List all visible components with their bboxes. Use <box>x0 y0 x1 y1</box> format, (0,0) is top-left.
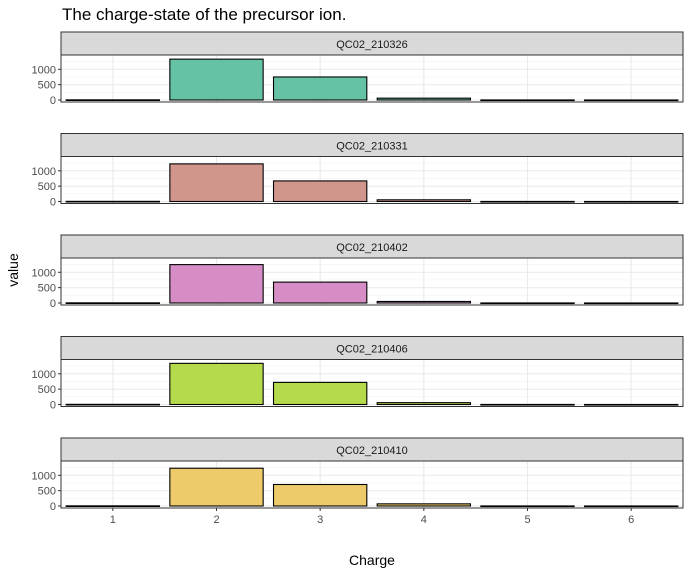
bar-QC02_210326-charge-6 <box>583 99 679 102</box>
panel-border <box>60 257 684 306</box>
y-tick-label: 1000 <box>32 369 56 381</box>
facet-strip-label: QC02_210410 <box>336 445 408 457</box>
y-tick-label: 500 <box>38 181 56 193</box>
bar-QC02_210406-charge-5 <box>480 403 575 406</box>
facet-QC02_210331: QC02_210331 0 500 1000 <box>32 133 684 209</box>
facet-QC02_210326: QC02_210326 0 500 1000 <box>32 31 684 107</box>
panel-background <box>61 156 683 204</box>
y-tick-label: 0 <box>50 298 56 310</box>
chart-title: The charge-state of the precursor ion. <box>62 5 346 24</box>
x-tick-label: 3 <box>317 514 323 526</box>
panel-background <box>61 258 683 305</box>
bar-QC02_210326-charge-3 <box>272 76 368 101</box>
bar-QC02_210410-charge-3 <box>272 483 368 507</box>
facet-QC02_210402: QC02_210402 0 500 1000 <box>32 234 684 310</box>
y-tick-label: 0 <box>50 400 56 412</box>
y-tick-label: 1000 <box>32 64 56 76</box>
facet-strip-label: QC02_210326 <box>336 39 408 51</box>
y-tick-label: 1000 <box>32 166 56 178</box>
bar-QC02_210402-charge-6 <box>583 302 679 305</box>
bar-QC02_210331-charge-2 <box>169 163 264 203</box>
facet-strip-label: QC02_210402 <box>336 242 408 254</box>
y-tick-label: 0 <box>50 501 56 513</box>
bar-QC02_210331-charge-1 <box>65 200 161 203</box>
bar-QC02_210410-charge-5 <box>480 505 575 508</box>
facet-QC02_210406: QC02_210406 0 500 1000 <box>32 336 684 412</box>
panel-background <box>61 461 683 508</box>
facet-strip-label: QC02_210406 <box>336 344 408 356</box>
y-tick-label: 1000 <box>32 470 56 482</box>
panel-background <box>61 359 683 407</box>
y-tick-label: 0 <box>50 95 56 107</box>
facet-QC02_210410: QC02_210410 0 500 1000 <box>32 437 684 513</box>
facet-panels: QC02_21032605001000QC02_21033105001000QC… <box>32 31 684 513</box>
bar-QC02_210326-charge-2 <box>169 58 264 101</box>
bar-QC02_210326-charge-4 <box>376 97 472 101</box>
x-tick-label: 1 <box>110 514 116 526</box>
x-axis: 1 2 3 4 5 6 <box>110 508 634 526</box>
bar-QC02_210402-charge-5 <box>480 302 575 305</box>
y-tick-label: 500 <box>38 486 56 498</box>
bar-QC02_210406-charge-3 <box>272 381 368 406</box>
bar-QC02_210410-charge-2 <box>169 467 264 507</box>
bar-QC02_210406-charge-1 <box>65 403 161 406</box>
bar-QC02_210410-charge-4 <box>376 503 472 507</box>
y-tick-label: 500 <box>38 384 56 396</box>
y-tick-label: 500 <box>38 283 56 295</box>
x-tick-label: 5 <box>524 514 530 526</box>
y-tick-label: 0 <box>50 197 56 209</box>
bar-QC02_210331-charge-3 <box>272 180 368 203</box>
bar-QC02_210326-charge-1 <box>65 99 161 101</box>
panel-border <box>60 359 684 407</box>
x-axis-title: Charge <box>349 552 395 568</box>
x-tick-label: 2 <box>213 514 219 526</box>
x-tick-label: 6 <box>628 514 634 526</box>
y-tick-label: 1000 <box>32 267 56 279</box>
y-axis-title: value <box>5 253 21 287</box>
bar-QC02_210402-charge-4 <box>376 300 472 304</box>
panel-background <box>61 55 683 102</box>
bar-QC02_210331-charge-4 <box>376 199 472 203</box>
bar-QC02_210406-charge-6 <box>583 403 679 406</box>
y-tick-label: 500 <box>38 80 56 92</box>
bar-QC02_210406-charge-4 <box>376 402 472 406</box>
panel-border <box>60 54 684 103</box>
bar-QC02_210331-charge-5 <box>480 200 575 203</box>
x-tick-label: 4 <box>421 514 427 526</box>
panel-border <box>60 156 684 204</box>
bar-QC02_210410-charge-1 <box>65 505 161 507</box>
bar-QC02_210326-charge-5 <box>480 99 575 102</box>
bar-QC02_210402-charge-2 <box>169 264 264 304</box>
facet-strip-label: QC02_210331 <box>336 141 408 153</box>
bar-QC02_210402-charge-1 <box>65 302 161 304</box>
bar-QC02_210410-charge-6 <box>583 505 679 508</box>
bar-QC02_210331-charge-6 <box>583 200 679 203</box>
bar-QC02_210406-charge-2 <box>169 362 264 406</box>
panel-border <box>60 460 684 509</box>
bar-QC02_210402-charge-3 <box>272 281 368 304</box>
